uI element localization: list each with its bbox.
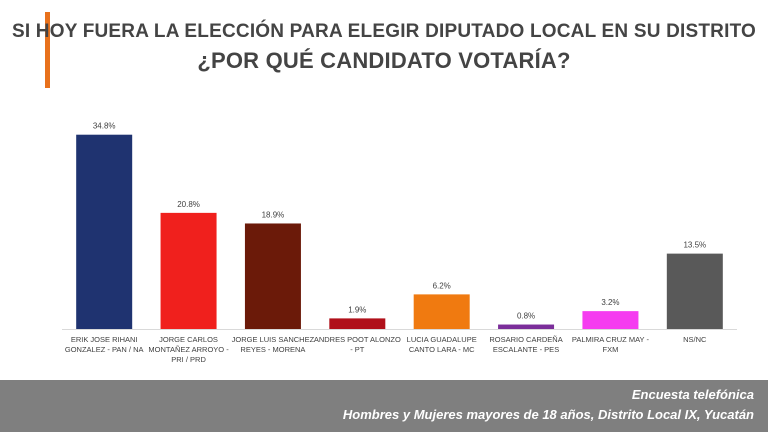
accent-bar (45, 12, 50, 88)
data-label: 0.8% (517, 312, 535, 321)
data-label: 13.5% (683, 241, 706, 250)
bar (76, 134, 133, 329)
footer-survey-type: Encuesta telefónica (631, 387, 754, 402)
bar (498, 324, 555, 329)
category-label: ERIK JOSE RIHANI GONZALEZ - PAN / NA (65, 335, 144, 354)
bar (329, 318, 386, 329)
bar (160, 212, 217, 329)
category-label: PALMIRA CRUZ MAY -FXM (572, 335, 650, 354)
category-label: JORGE LUIS SANCHEZ REYES - MORENA (232, 335, 315, 354)
bar-chart: 34.8% ERIK JOSE RIHANI GONZALEZ - PAN / NA… (62, 122, 737, 364)
data-label: 18.9% (262, 210, 285, 219)
bar (244, 223, 301, 329)
chart-question: ¿POR QUÉ CANDIDATO VOTARÍA? (197, 48, 571, 73)
data-label: 20.8% (177, 200, 200, 209)
category-label: JORGE CARLOS MONTAÑEZ ARROYO -PRI / PRD (148, 335, 229, 364)
data-label: 1.9% (348, 305, 366, 314)
category-label: NS/NC (683, 335, 707, 344)
data-label: 3.2% (601, 298, 619, 307)
data-label: 34.8% (93, 122, 116, 131)
footer-population: Hombres y Mujeres mayores de 18 años, Di… (342, 407, 754, 422)
bar (666, 253, 723, 329)
category-label: LUCIA GUADALUPE CANTO LARA - MC (407, 335, 477, 354)
chart-title: SI HOY FUERA LA ELECCIÓN PARA ELEGIR DIP… (11, 21, 757, 42)
category-label: ANDRES POOT ALONZO - PT (314, 335, 401, 354)
category-label: ROSARIO CARDEÑA ESCALANTE - PES (489, 335, 562, 354)
footer-band: Encuesta telefónica Hombres y Mujeres ma… (0, 380, 768, 432)
data-label: 6.2% (433, 281, 451, 290)
bar (582, 311, 639, 329)
bar (413, 294, 470, 329)
